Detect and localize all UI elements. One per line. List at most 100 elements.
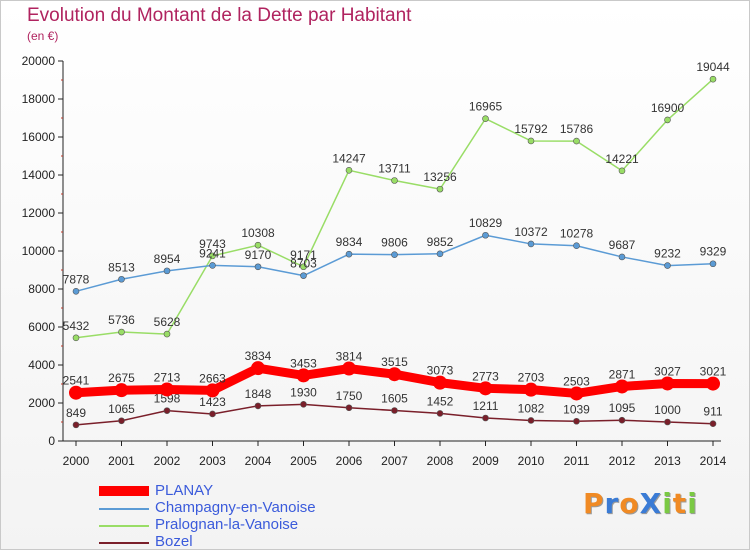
data-label: 5628 xyxy=(154,315,181,329)
data-label: 3834 xyxy=(245,349,272,363)
logo-letter: P xyxy=(583,487,605,520)
data-label: 1039 xyxy=(563,402,590,416)
data-label: 9806 xyxy=(381,236,408,250)
data-label: 16965 xyxy=(469,100,503,114)
data-point xyxy=(709,75,717,83)
data-label: 3073 xyxy=(427,364,454,378)
data-point xyxy=(163,330,171,338)
x-tick-label: 2001 xyxy=(108,454,135,468)
data-point xyxy=(664,418,671,426)
data-point xyxy=(118,417,125,425)
x-tick-label: 2000 xyxy=(63,454,90,468)
data-label: 16900 xyxy=(651,101,685,115)
data-point xyxy=(209,252,216,260)
data-label: 849 xyxy=(66,406,86,420)
data-label: 2773 xyxy=(472,369,499,383)
data-point xyxy=(205,383,220,398)
data-point xyxy=(524,382,538,397)
data-point xyxy=(391,177,398,184)
data-point xyxy=(296,368,311,383)
logo-letter: o xyxy=(619,487,640,520)
data-point xyxy=(163,407,171,414)
legend-swatch-planay xyxy=(99,486,149,496)
data-point xyxy=(391,407,398,414)
data-point xyxy=(436,185,444,193)
data-point xyxy=(209,410,216,418)
data-label: 7878 xyxy=(63,272,90,286)
y-tick-label: 4000 xyxy=(28,358,55,372)
x-tick-label: 2011 xyxy=(564,454,590,468)
x-tick-label: 2013 xyxy=(654,454,681,468)
data-point xyxy=(391,251,398,258)
data-label: 19044 xyxy=(696,60,730,74)
data-point xyxy=(114,383,129,398)
logo-letter: i xyxy=(687,487,698,520)
data-label: 3515 xyxy=(381,355,408,369)
data-label: 9232 xyxy=(654,247,681,261)
data-label: 8954 xyxy=(154,252,181,266)
data-label: 1750 xyxy=(336,389,363,403)
y-tick-label: 6000 xyxy=(28,320,55,334)
logo-letter: t xyxy=(672,487,688,520)
x-tick-label: 2004 xyxy=(245,454,272,468)
y-tick-label: 8000 xyxy=(28,282,55,296)
data-point xyxy=(478,381,493,396)
data-label: 10372 xyxy=(514,225,548,239)
data-point xyxy=(573,137,580,145)
data-label: 2703 xyxy=(518,371,545,385)
data-point xyxy=(527,240,535,248)
data-point xyxy=(163,267,171,275)
data-label: 2663 xyxy=(199,371,226,385)
data-label: 10829 xyxy=(469,216,503,230)
data-label: 5432 xyxy=(63,319,90,333)
data-label: 2541 xyxy=(63,374,90,388)
data-point xyxy=(618,416,626,424)
data-point xyxy=(300,272,307,279)
data-label: 9241 xyxy=(199,246,226,260)
data-label: 8703 xyxy=(290,257,317,271)
x-tick-label: 2008 xyxy=(427,454,454,468)
data-point xyxy=(482,414,489,422)
x-tick-label: 2007 xyxy=(381,454,408,468)
data-label: 1598 xyxy=(154,392,181,406)
y-tick-label: 12000 xyxy=(22,206,56,220)
x-tick-label: 2002 xyxy=(154,454,181,468)
data-point xyxy=(160,382,174,397)
data-label: 9329 xyxy=(700,245,727,259)
proxiti-logo: ProXiti xyxy=(583,487,698,520)
data-point xyxy=(482,115,489,122)
data-label: 9687 xyxy=(609,238,636,252)
x-tick-label: 2009 xyxy=(472,454,499,468)
data-label: 2503 xyxy=(563,374,590,388)
data-label: 5736 xyxy=(108,313,135,327)
data-point xyxy=(709,260,717,268)
data-point xyxy=(342,361,356,376)
x-tick-label: 2005 xyxy=(290,454,317,468)
y-tick-label: 16000 xyxy=(22,130,56,144)
data-label: 3814 xyxy=(336,350,363,364)
data-label: 1065 xyxy=(108,402,135,416)
data-point xyxy=(254,241,262,249)
data-point xyxy=(615,379,629,394)
data-label: 3027 xyxy=(654,364,681,378)
data-point xyxy=(436,410,444,417)
data-label: 2871 xyxy=(609,367,636,381)
data-label: 15792 xyxy=(514,122,548,136)
data-label: 9171 xyxy=(290,248,317,262)
data-label: 9743 xyxy=(199,237,226,251)
x-tick-label: 2010 xyxy=(518,454,545,468)
data-point xyxy=(706,376,720,391)
data-label: 1423 xyxy=(199,395,226,409)
data-point xyxy=(618,253,626,261)
data-label: 1605 xyxy=(381,392,408,406)
x-tick-label: 2014 xyxy=(700,454,727,468)
data-label: 3453 xyxy=(290,356,317,370)
data-label: 1082 xyxy=(518,401,545,415)
data-label: 1211 xyxy=(473,399,499,413)
data-label: 10278 xyxy=(560,227,594,241)
legend-swatch-bozel xyxy=(99,542,149,544)
logo-letter: X xyxy=(639,487,663,520)
data-point xyxy=(300,401,307,408)
